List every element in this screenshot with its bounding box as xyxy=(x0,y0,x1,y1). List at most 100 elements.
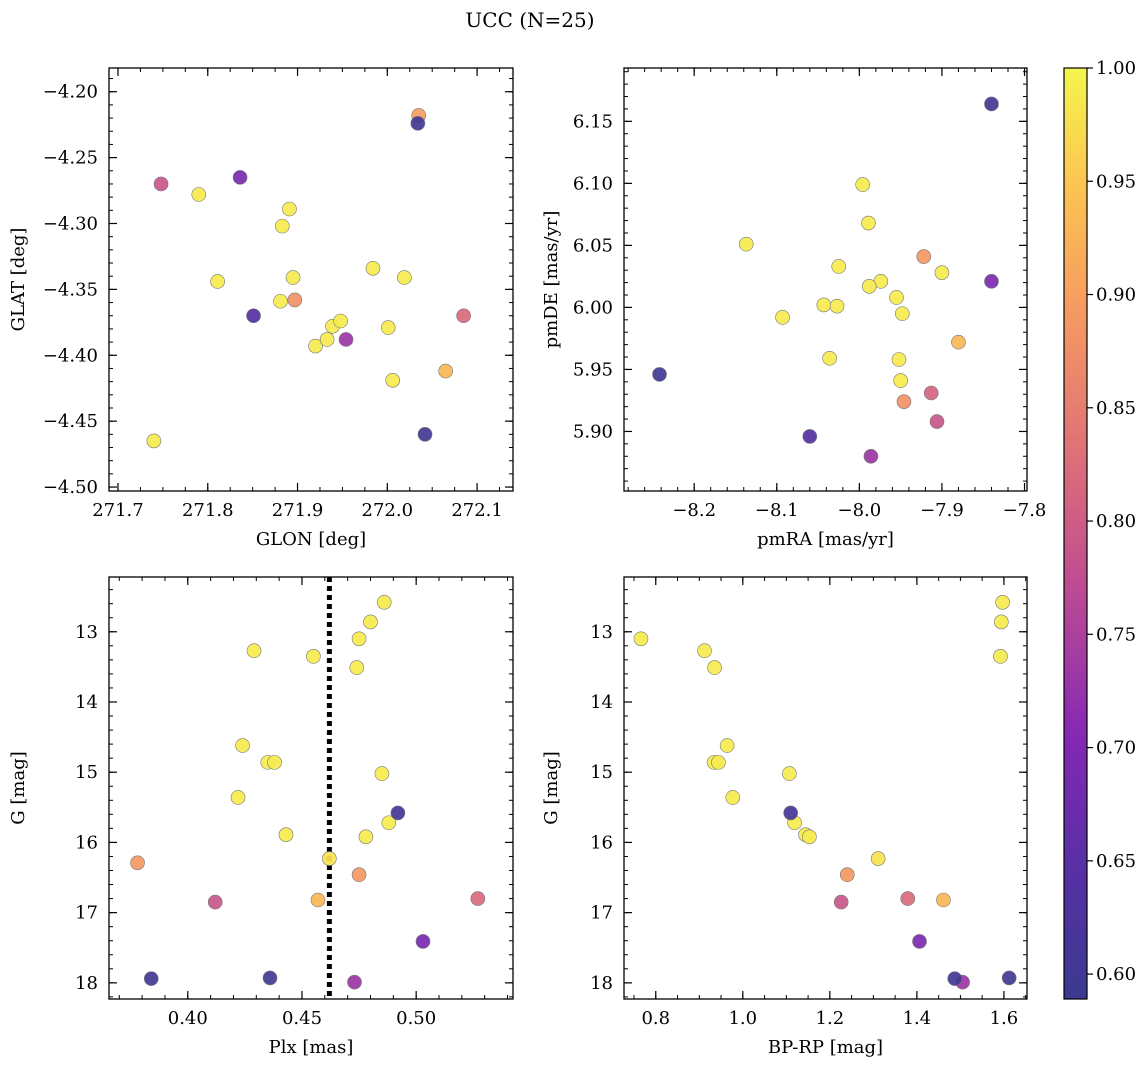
y-axis-label: GLAT [deg] xyxy=(8,228,29,332)
figure-title: UCC (N=25) xyxy=(465,8,594,32)
axes-frame xyxy=(623,576,1028,1000)
scatter-point xyxy=(349,660,365,675)
scatter-point xyxy=(210,274,225,289)
scatter-point xyxy=(855,177,870,192)
scatter-point xyxy=(338,332,354,347)
scatter-point xyxy=(947,971,963,986)
scatter-point xyxy=(262,970,278,986)
x-tick-label: 272.1 xyxy=(451,500,503,521)
colorbar: 0.60 0.65 0.70 0.75 0.80 0.85 0.90 0.95 1.00 xyxy=(1063,58,1136,1000)
y-axis-label: G [mag] xyxy=(8,751,29,824)
scatter-point xyxy=(130,855,145,871)
x-tick-label: −7.8 xyxy=(1003,500,1047,521)
axes-frame xyxy=(108,67,514,492)
colorbar-tick-label: 0.90 xyxy=(1096,285,1136,306)
scatter-point xyxy=(380,320,396,335)
scatter-point xyxy=(397,270,412,285)
scatter-point xyxy=(633,631,649,647)
colorbar-tick-label: 0.80 xyxy=(1096,511,1136,532)
scatter-point xyxy=(900,891,916,906)
scatter-point xyxy=(358,829,374,845)
scatter-point xyxy=(417,427,433,442)
y-tick-label: 6.00 xyxy=(573,297,613,318)
x-tick-label: −7.9 xyxy=(920,500,964,521)
scatter-point xyxy=(738,236,754,252)
scatter-point xyxy=(274,218,290,234)
scatter-point xyxy=(351,867,367,883)
scatter-point xyxy=(893,373,908,388)
scatter-point xyxy=(863,448,879,464)
y-axis-label: G [mag] xyxy=(541,751,562,824)
x-tick-label: 0.45 xyxy=(282,1008,322,1029)
scatter-point xyxy=(381,815,397,831)
scatter-point xyxy=(995,594,1010,610)
scatter-point xyxy=(993,649,1008,664)
x-tick-label: 271.7 xyxy=(92,500,144,521)
x-tick-label: 272.0 xyxy=(362,500,414,521)
scatter-point xyxy=(347,974,362,990)
colorbar-gradient xyxy=(1063,67,1088,1000)
y-tick-label: −4.25 xyxy=(43,148,98,169)
scatter-point xyxy=(415,934,431,949)
scatter-point xyxy=(232,170,248,185)
y-tick-label: 5.90 xyxy=(573,421,613,442)
x-tick-label: −8.0 xyxy=(837,500,881,521)
scatter-point xyxy=(912,934,927,949)
scatter-point xyxy=(319,332,335,347)
scatter-point xyxy=(470,891,486,906)
y-tick-label: 18 xyxy=(590,973,613,994)
colorbar-tick-label: 0.65 xyxy=(1096,851,1136,872)
y-tick-label: −4.45 xyxy=(43,411,98,432)
scatter-point xyxy=(831,259,847,274)
scatter-point xyxy=(861,279,877,294)
scatter-point xyxy=(829,298,845,314)
scatter-point xyxy=(984,274,999,289)
scatter-point xyxy=(306,649,321,664)
scatter-point xyxy=(936,892,951,908)
scatter-point xyxy=(816,297,832,313)
scatter-point xyxy=(282,201,297,217)
scatter-point xyxy=(246,643,262,659)
scatter-point xyxy=(839,867,855,883)
colorbar-tick-label: 0.85 xyxy=(1096,398,1136,419)
scatter-point xyxy=(889,290,904,305)
x-tick-label: 1.4 xyxy=(903,1008,932,1029)
scatter-point xyxy=(285,270,301,285)
y-axis-label: pmDE [mas/yr] xyxy=(541,211,562,349)
scatter-point xyxy=(235,738,250,753)
x-tick-label: 0.8 xyxy=(641,1008,670,1029)
x-tick-label: −8.2 xyxy=(672,500,716,521)
x-axis-label: Plx [mas] xyxy=(269,1037,354,1058)
scatter-point xyxy=(861,215,876,231)
scatter-point xyxy=(870,851,886,866)
scatter-point xyxy=(697,643,712,659)
y-tick-label: 18 xyxy=(75,973,98,994)
scatter-point xyxy=(376,594,392,610)
y-tick-label: −4.50 xyxy=(43,477,98,498)
scatter-point xyxy=(929,414,945,429)
scatter-point xyxy=(333,313,348,329)
scatter-point xyxy=(153,176,169,192)
y-tick-label: 6.10 xyxy=(573,173,613,194)
scatter-point xyxy=(652,367,667,382)
axes-frame xyxy=(108,576,514,1000)
scatter-point xyxy=(374,766,390,781)
scatter-point xyxy=(725,790,741,805)
y-tick-label: 15 xyxy=(75,762,98,783)
scatter-point xyxy=(951,334,966,350)
scatter-point xyxy=(351,631,367,647)
scatter-point xyxy=(308,338,323,354)
scatter-point xyxy=(365,260,381,276)
scatter-point xyxy=(923,385,939,401)
x-tick-label: 271.8 xyxy=(182,500,234,521)
scatter-point xyxy=(438,363,453,379)
scatter-point xyxy=(363,614,378,630)
x-tick-label: 0.50 xyxy=(396,1008,436,1029)
y-tick-label: 16 xyxy=(75,832,98,853)
y-tick-label: 14 xyxy=(75,692,98,713)
panel-bprp-g: 0.8 1.0 1.2 1.4 1.6 13 14 15 16 17 18 BP-RP [mag] G … xyxy=(541,576,1028,1058)
scatter-point xyxy=(456,308,471,324)
scatter-point xyxy=(802,829,817,845)
scatter-point xyxy=(719,738,735,753)
